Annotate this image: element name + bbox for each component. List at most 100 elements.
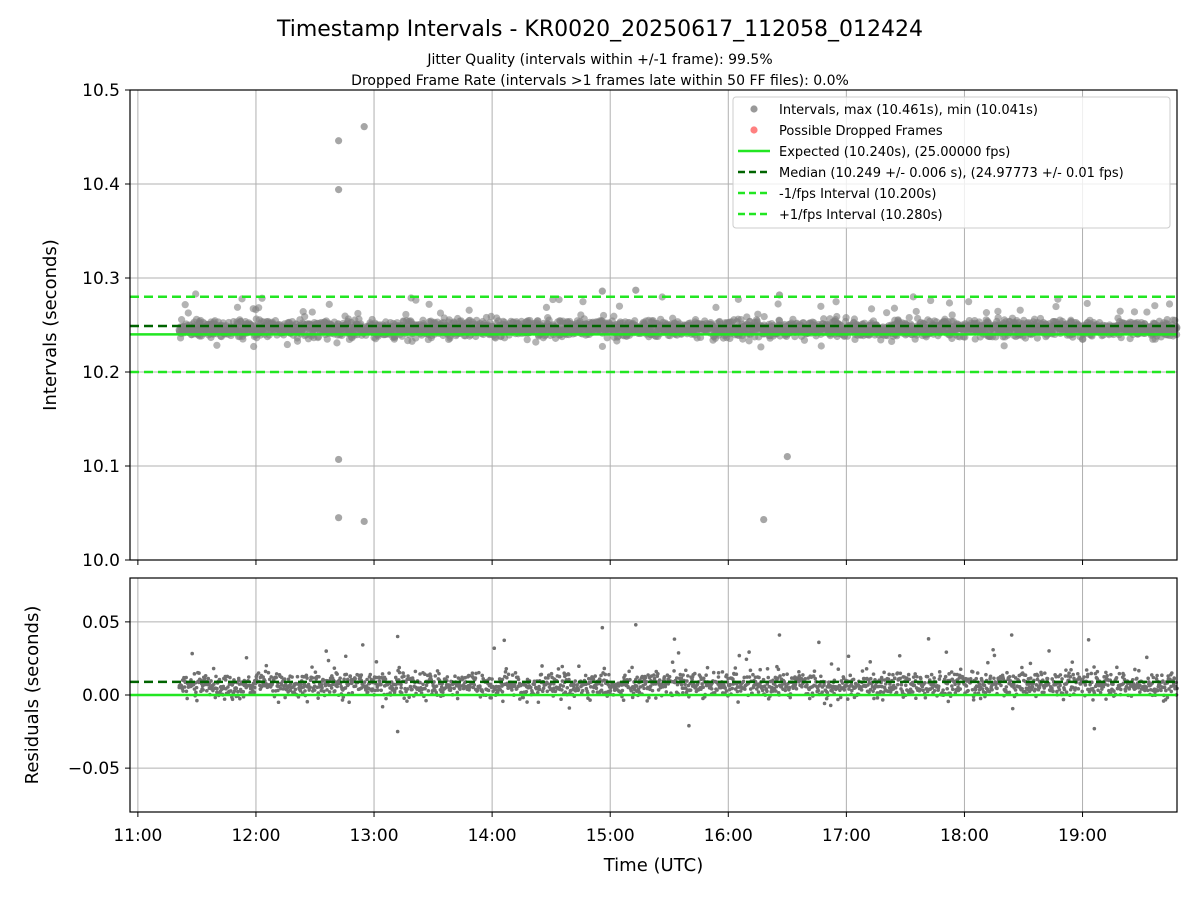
- residual-point: [910, 690, 915, 694]
- residual-outlier-point: [1092, 726, 1097, 731]
- residual-point: [923, 681, 927, 685]
- residual-point: [209, 679, 213, 683]
- residual-point: [1086, 672, 1090, 677]
- interval-point: [1016, 306, 1024, 314]
- residual-point: [312, 688, 317, 692]
- residual-point: [274, 675, 279, 680]
- residual-point: [557, 674, 562, 679]
- intervals-axes-frame: [129, 89, 1178, 561]
- intervals-reference-lines: [130, 295, 1177, 374]
- residual-point: [864, 667, 869, 671]
- residual-point: [399, 682, 403, 687]
- interval-point: [757, 343, 765, 351]
- residual-point: [971, 698, 976, 702]
- residual-point: [263, 669, 268, 674]
- residual-point: [335, 672, 339, 676]
- residual-point: [824, 696, 829, 701]
- residual-point: [938, 674, 943, 678]
- residual-point: [234, 686, 239, 691]
- residual-point: [214, 674, 218, 679]
- x-tick-label: 18:00: [940, 826, 989, 846]
- residual-point: [964, 684, 969, 688]
- residual-point: [1068, 674, 1073, 679]
- residual-point: [380, 704, 385, 709]
- residual-point: [1042, 690, 1046, 695]
- residual-point: [946, 699, 951, 704]
- residual-outlier-point: [633, 623, 638, 627]
- residual-point: [329, 686, 334, 690]
- residual-point: [545, 689, 550, 694]
- residual-point: [906, 672, 911, 677]
- residual-point: [252, 690, 257, 695]
- interval-point: [909, 293, 917, 301]
- residual-point: [556, 667, 561, 671]
- residual-point: [229, 689, 233, 693]
- interval-outlier-point: [335, 186, 343, 194]
- subtitle-dropped-frame-rate: Dropped Frame Rate (intervals >1 frames …: [351, 73, 849, 89]
- residual-point: [929, 672, 934, 677]
- residual-outlier-point: [777, 633, 782, 637]
- residual-point: [541, 686, 546, 691]
- residual-point: [667, 674, 672, 679]
- intervals-y-ticks: 10.010.110.210.310.410.5: [82, 81, 1084, 571]
- residual-point: [353, 676, 357, 681]
- residual-point: [399, 686, 403, 690]
- residual-point: [903, 683, 908, 688]
- residual-point: [567, 706, 572, 710]
- residual-point: [918, 676, 923, 681]
- interval-point: [425, 300, 433, 308]
- residual-point: [195, 698, 199, 703]
- residual-point: [842, 688, 847, 692]
- residual-point: [819, 674, 823, 679]
- interval-point: [927, 296, 935, 305]
- interval-outlier-point: [360, 123, 368, 131]
- x-tick-label: 17:00: [822, 826, 871, 846]
- residual-point: [747, 675, 752, 679]
- residual-point: [1144, 685, 1149, 690]
- residual-point: [822, 701, 827, 706]
- residual-point: [445, 675, 450, 679]
- residual-point: [1105, 673, 1109, 678]
- residual-point: [647, 695, 651, 700]
- residual-point: [426, 689, 431, 693]
- interval-point: [301, 313, 309, 321]
- residual-point: [783, 688, 788, 693]
- residual-point: [206, 676, 211, 681]
- residual-point: [737, 653, 742, 658]
- residual-point: [1123, 689, 1128, 693]
- interval-point: [181, 301, 189, 309]
- residual-point: [887, 672, 891, 677]
- residual-point: [685, 679, 689, 683]
- residual-point: [820, 690, 824, 694]
- residual-point: [911, 675, 916, 679]
- residual-point: [1051, 689, 1055, 694]
- residual-point: [1075, 671, 1080, 676]
- residual-point: [353, 684, 358, 688]
- residual-point: [973, 687, 978, 692]
- residual-point: [684, 668, 688, 673]
- residual-point: [1058, 673, 1063, 677]
- residual-point: [322, 689, 326, 694]
- residual-point: [735, 689, 740, 694]
- residual-point: [654, 696, 658, 700]
- residual-point: [190, 651, 194, 656]
- residual-point: [1095, 669, 1100, 674]
- residual-point: [583, 673, 588, 678]
- residual-point: [348, 674, 353, 678]
- residual-point: [184, 689, 189, 694]
- residual-point: [765, 689, 769, 694]
- residual-point: [766, 675, 771, 680]
- residual-point: [335, 684, 340, 689]
- residual-point: [588, 698, 592, 702]
- intervals-y-tick-label: 10.4: [82, 175, 120, 195]
- residual-point: [308, 685, 312, 689]
- residual-point: [728, 682, 732, 687]
- residual-point: [505, 675, 509, 680]
- residual-point: [1144, 655, 1149, 660]
- residual-point: [521, 695, 525, 700]
- interval-outlier-point: [335, 455, 343, 464]
- residual-point: [428, 674, 433, 679]
- residual-point: [800, 684, 804, 689]
- residual-point: [986, 660, 990, 665]
